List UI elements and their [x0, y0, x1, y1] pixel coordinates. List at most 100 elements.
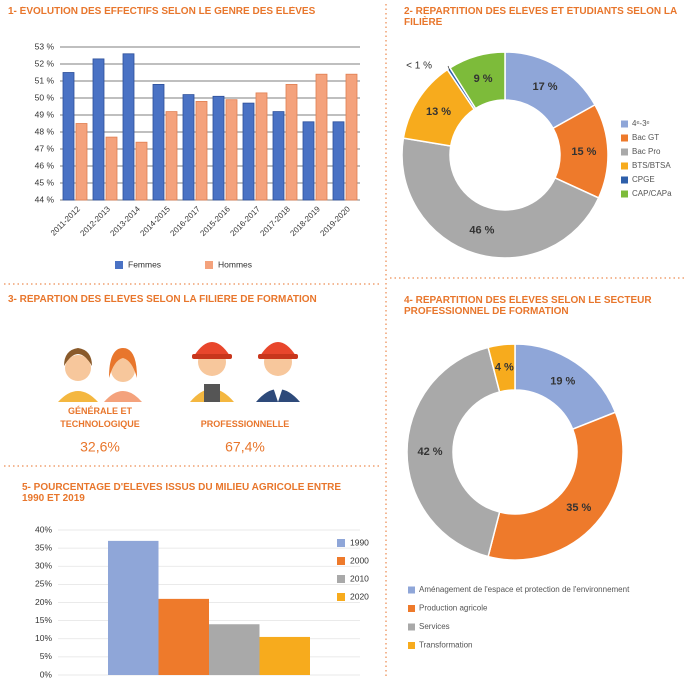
value-label: 9 % [474, 73, 493, 85]
value-label: 4 % [495, 362, 514, 374]
chart-title: 2- RÉPARTITION DES ÉLÈVES ET ÉTUDIANTS S… [404, 6, 677, 28]
x-tick-label: 2015-2016 [198, 204, 232, 238]
bar [209, 624, 260, 675]
legend-label: 4ᵉ-3ᵉ [632, 119, 650, 128]
chart-title: 4- RÉPARTITION DES ÉLÈVES SELON LE SECTE… [404, 295, 652, 317]
legend-marker [205, 261, 213, 269]
legend-label: Production agricole [419, 604, 488, 613]
x-tick-label: 2016-2017 [228, 204, 262, 238]
leader-line [447, 65, 451, 71]
bar [272, 111, 285, 201]
legend-label: 2000 [350, 555, 369, 565]
legend-marker [408, 586, 415, 594]
legend-marker [408, 623, 415, 631]
legend-label: Aménagement de l'espace et protection de… [419, 585, 630, 594]
legend-label: Transformation [419, 641, 473, 650]
value-label: 46 % [469, 224, 494, 236]
bar [92, 58, 105, 201]
bar [75, 123, 88, 201]
legend-label: Services [419, 622, 450, 631]
legend-label: 2010 [350, 573, 369, 583]
bar [315, 73, 328, 201]
bar [332, 121, 345, 201]
chart-title: 1- ÉVOLUTION DES EFFECTIFS SELON LE GENR… [8, 6, 316, 17]
bar [242, 102, 255, 201]
donut-slice [487, 411, 624, 561]
legend-label: Femmes [128, 259, 161, 269]
value-label: 17 % [532, 81, 557, 93]
chart-title-box: 4- RÉPARTITION DES ÉLÈVES SELON LE SECTE… [404, 295, 652, 317]
y-tick-label: 50 % [35, 92, 55, 102]
value-label: 19 % [550, 376, 575, 388]
y-tick-label: 35% [35, 542, 52, 552]
y-tick-label: 20% [35, 597, 52, 607]
y-tick-label: 53 % [35, 41, 55, 51]
legend-marker [115, 261, 123, 269]
chart-title: 3- RÉPARTION DES ÉLÈVES SELON LA FILIÈRE… [8, 294, 317, 305]
icon-generale [58, 348, 142, 402]
y-tick-label: 0% [40, 669, 53, 679]
x-tick-label: 2017-2018 [258, 204, 292, 238]
bar [212, 95, 225, 201]
legend-marker [621, 162, 628, 170]
value-label: 35 % [566, 502, 591, 514]
x-tick-label: 2019-2020 [318, 204, 352, 238]
y-tick-label: 25% [35, 579, 52, 589]
legend-marker [337, 593, 345, 601]
x-tick-label: 2013-2014 [108, 204, 142, 238]
legend-marker [408, 642, 415, 649]
bar [108, 540, 159, 675]
legend-label: Hommes [218, 259, 252, 269]
bar [165, 111, 178, 201]
legend-label: CPGE [632, 175, 655, 184]
bar [225, 99, 238, 201]
donut-slice [401, 137, 600, 259]
y-tick-label: 52 % [35, 58, 55, 68]
y-tick-label: 5% [40, 651, 53, 661]
category-label-box: GÉNÉRALE ET TECHNOLOGIQUE [60, 406, 140, 429]
bar [182, 94, 195, 201]
x-tick-label: 2016-2017 [168, 204, 202, 238]
bar [345, 73, 358, 201]
stat-value: 32,6% [80, 439, 120, 455]
value-label: 15 % [571, 146, 596, 158]
bar [152, 84, 165, 201]
chart-title-box: 5- POURCENTAGE D'ÉLÈVES ISSUS DU MILIEU … [22, 482, 342, 504]
donut-slice [449, 51, 506, 110]
stat-value: 67,4% [225, 439, 265, 455]
chart-title-box: 1- ÉVOLUTION DES EFFECTIFS SELON LE GENR… [8, 6, 316, 17]
legend-marker [337, 539, 345, 547]
legend-marker [621, 134, 628, 142]
value-label: 42 % [417, 446, 442, 458]
y-tick-label: 45 % [35, 177, 55, 187]
legend-label: CAP/CAPa [632, 189, 672, 198]
y-tick-label: 44 % [35, 194, 55, 204]
bar [158, 598, 209, 675]
y-tick-label: 46 % [35, 160, 55, 170]
legend-marker [408, 605, 415, 612]
x-tick-label: 2011-2012 [49, 204, 82, 237]
y-tick-label: 51 % [35, 75, 55, 85]
bar [195, 101, 208, 201]
chart-title-box: 2- RÉPARTITION DES ÉLÈVES ET ÉTUDIANTS S… [404, 6, 677, 28]
x-tick-label: 2018-2019 [288, 204, 322, 238]
legend-marker [621, 190, 628, 198]
value-label: < 1 % [406, 61, 432, 72]
bar [135, 141, 148, 201]
chart-title: 5- POURCENTAGE D'ÉLÈVES ISSUS DU MILIEU … [22, 482, 342, 504]
legend-label: 2020 [350, 591, 369, 601]
y-tick-label: 30% [35, 561, 52, 571]
category-label: GÉNÉRALE ET TECHNOLOGIQUE [60, 406, 140, 429]
legend-marker [621, 120, 628, 128]
x-tick-label: 2014-2015 [138, 204, 172, 238]
chart-title-box: 3- RÉPARTION DES ÉLÈVES SELON LA FILIÈRE… [8, 294, 317, 305]
icon-professionnelle [190, 342, 300, 402]
y-tick-label: 10% [35, 633, 52, 643]
bar [259, 636, 310, 675]
legend-marker [337, 557, 345, 565]
category-label: PROFESSIONNELLE [200, 419, 290, 429]
y-tick-label: 40% [35, 524, 52, 534]
y-tick-label: 49 % [35, 109, 55, 119]
y-tick-label: 48 % [35, 126, 55, 136]
